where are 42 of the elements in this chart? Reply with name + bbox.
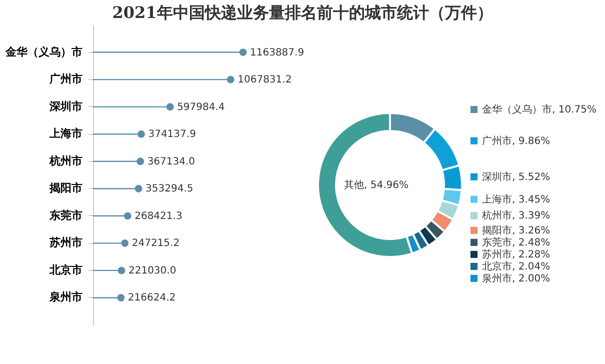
point — [124, 212, 132, 220]
text: 2021年中国快递业务量排名前十的城市统计（万件） — [112, 3, 493, 22]
data-label: 353294.5 — [146, 184, 194, 195]
y-tick-label: 苏州市 — [48, 236, 82, 250]
legend-label: 上海市, 3.45% — [482, 193, 550, 206]
point — [134, 184, 142, 192]
slice-label: 其他, 54.96% — [344, 179, 408, 191]
data-label: 1163887.9 — [250, 47, 304, 58]
data-label: 374137.9 — [148, 129, 196, 140]
point — [239, 48, 247, 56]
legend-label: 东莞市, 2.48% — [482, 236, 550, 248]
y-tick-label: 杭州市 — [48, 154, 82, 168]
point — [138, 130, 145, 138]
y-tick-label: 广州市 — [48, 72, 82, 86]
data-label: 1067831.2 — [238, 74, 292, 86]
point — [118, 266, 126, 274]
data-label: 247215.2 — [132, 238, 180, 250]
data-label: 216624.2 — [128, 292, 176, 304]
legend-label: 苏州市, 2.28% — [482, 248, 550, 260]
legend-label: 揭阳市, 3.26% — [482, 224, 550, 236]
point — [121, 239, 129, 247]
data-label: 367134.0 — [147, 156, 196, 168]
y-tick-label: 金华（义乌）市 — [4, 45, 82, 58]
data-label: 268421.3 — [134, 210, 182, 222]
legend-label: 泉州市, 2.00% — [482, 272, 550, 284]
legend-label: 金华（义乌）市, 10.75% — [482, 104, 596, 116]
legend-label: 杭州市, 3.39% — [481, 210, 550, 222]
legend-label: 北京市, 2.04% — [482, 260, 550, 272]
point — [226, 76, 234, 84]
legend-label: 深圳市, 5.52% — [482, 170, 550, 183]
legend-label: 广州市, 9.86% — [482, 134, 550, 147]
point — [166, 103, 174, 111]
y-tick-label: 上海市 — [48, 127, 82, 140]
y-tick-label: 泉州市 — [48, 290, 82, 304]
y-tick-label: 深圳市 — [48, 100, 82, 113]
point — [117, 294, 125, 302]
data-label: 597984.4 — [177, 102, 225, 113]
data-label: 221030.0 — [128, 265, 176, 276]
y-tick-label: 揭阳市 — [48, 182, 82, 195]
y-tick-label: 东莞市 — [48, 208, 82, 222]
point — [136, 158, 144, 166]
y-tick-label: 北京市 — [48, 263, 82, 276]
